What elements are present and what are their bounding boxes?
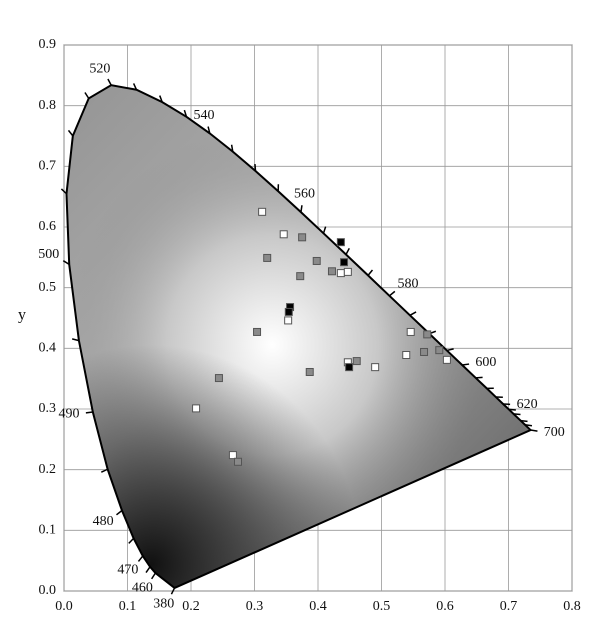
data-point (352, 357, 361, 366)
wavelength-label: 520 (89, 61, 110, 76)
locus-tick (71, 338, 80, 342)
wavelength-label: 500 (38, 247, 59, 262)
x-tick-label: 0.4 (309, 599, 327, 614)
x-tick-label: 0.7 (500, 599, 518, 614)
x-tick-label: 0.2 (182, 599, 200, 614)
x-tick-label: 0.3 (246, 599, 264, 614)
locus-tick (132, 83, 138, 91)
locus-tick (183, 109, 188, 118)
locus-tick (367, 269, 374, 276)
wavelength-label: 560 (294, 187, 315, 202)
data-point (263, 253, 272, 262)
locus-tick (60, 188, 67, 195)
locus-tick (116, 509, 123, 516)
data-point (406, 327, 415, 336)
y-tick-label: 0.5 (39, 280, 57, 295)
y-tick-label: 0.4 (39, 341, 57, 356)
wavelength-label: 600 (475, 355, 496, 370)
locus-tick (207, 126, 211, 134)
data-point (420, 347, 429, 356)
x-tick-label: 0.8 (563, 599, 581, 614)
wavelength-label: 700 (544, 425, 565, 440)
locus-tick (508, 408, 516, 411)
wavelength-label: 540 (194, 108, 215, 123)
locus-tick (62, 260, 70, 266)
y-axis-label: y (18, 307, 26, 324)
wavelength-label: 580 (397, 277, 418, 292)
data-point (253, 327, 262, 336)
data-point (258, 207, 267, 216)
locus-tick (446, 348, 454, 352)
x-tick-label: 0.5 (373, 599, 391, 614)
data-point (327, 267, 336, 276)
data-point (284, 307, 293, 316)
locus-tick (513, 413, 521, 416)
locus-tick (84, 92, 90, 99)
data-point (192, 404, 201, 413)
x-tick-label: 0.0 (55, 599, 73, 614)
locus-tick (128, 537, 135, 544)
y-tick-label: 0.9 (39, 37, 57, 52)
locus-tick (85, 411, 93, 414)
data-point (284, 316, 293, 325)
locus-tick (254, 163, 257, 172)
locus-tick (151, 572, 157, 580)
data-point (298, 233, 307, 242)
locus-tick (145, 566, 151, 573)
locus-tick (67, 129, 74, 137)
data-point (423, 330, 432, 339)
locus-tick (170, 587, 176, 595)
x-tick-label: 0.1 (119, 599, 137, 614)
locus-tick (322, 226, 327, 234)
locus-tick (388, 290, 396, 297)
spectral-locus (65, 84, 533, 590)
data-point (305, 367, 314, 376)
y-tick-label: 0.1 (39, 523, 57, 538)
wavelength-label: 470 (117, 562, 138, 577)
data-point (435, 346, 444, 355)
data-point (336, 269, 345, 278)
wavelength-label: 620 (517, 397, 538, 412)
data-point (296, 272, 305, 281)
locus-tick (462, 363, 470, 366)
data-point (340, 258, 349, 267)
y-tick-label: 0.8 (39, 98, 57, 113)
data-point (371, 363, 380, 372)
locus-tick (530, 429, 538, 432)
data-point (343, 267, 352, 276)
y-tick-label: 0.0 (39, 583, 57, 598)
wavelength-label: 460 (132, 580, 153, 595)
data-point (214, 374, 223, 383)
y-tick-label: 0.7 (39, 159, 57, 174)
locus-tick (100, 468, 108, 473)
y-tick-label: 0.3 (39, 401, 57, 416)
locus-tick (524, 424, 533, 427)
locus-tick (137, 555, 144, 562)
x-tick-label: 0.6 (436, 599, 454, 614)
locus-tick (107, 78, 112, 86)
data-point (233, 457, 242, 466)
wavelength-label: 480 (93, 514, 114, 529)
y-tick-label: 0.6 (39, 219, 57, 234)
wavelength-label: 490 (58, 406, 79, 421)
y-tick-label: 0.2 (39, 462, 57, 477)
data-point (228, 451, 237, 460)
data-point (402, 351, 411, 360)
locus-tick (409, 311, 417, 316)
data-point (336, 238, 345, 247)
locus-tick (300, 205, 303, 213)
wavelength-label: 380 (153, 596, 174, 611)
data-point (279, 230, 288, 239)
data-point (345, 363, 354, 372)
locus-tick (159, 95, 163, 103)
locus-tick (230, 144, 234, 152)
data-point (442, 355, 451, 364)
locus-tick (520, 419, 528, 423)
locus-tick (345, 247, 350, 255)
data-point (312, 256, 321, 265)
